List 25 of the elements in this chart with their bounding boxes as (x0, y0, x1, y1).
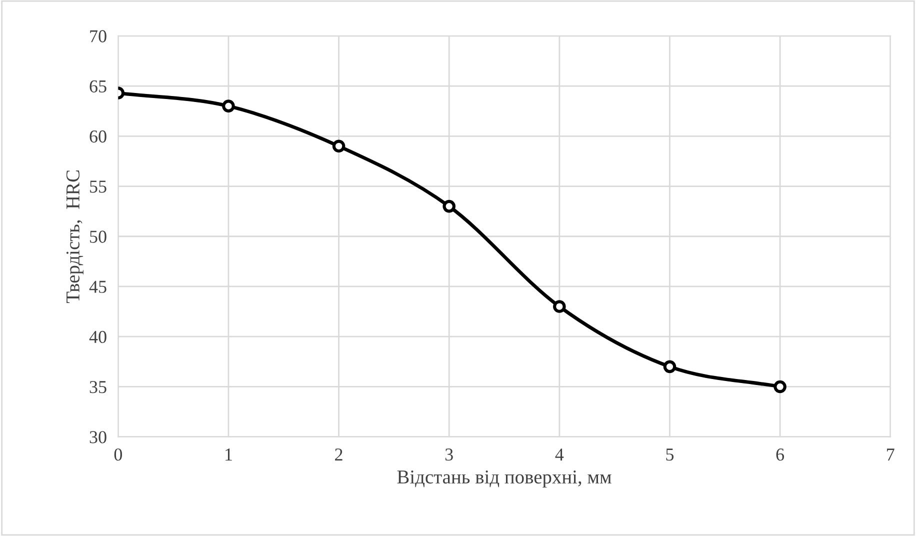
y-tick-label: 35 (90, 381, 106, 394)
x-tick-label: 7 (887, 448, 894, 460)
x-tick-label: 2 (335, 448, 342, 460)
y-tick-label: 70 (90, 30, 106, 42)
y-tick-label: 65 (90, 80, 106, 92)
x-tick-label: 0 (114, 448, 122, 461)
y-tick-label: 40 (89, 330, 106, 344)
y-tick-label: 55 (90, 180, 106, 193)
y-tick-label: 50 (90, 230, 106, 243)
y-tick-label: 60 (90, 130, 106, 143)
point (222, 100, 235, 112)
point (553, 300, 566, 313)
x-tick-label: 6 (776, 448, 784, 461)
x-axis-title: Відстань від поверхні, мм (397, 470, 612, 488)
y-tick-label: 45 (89, 280, 106, 293)
point (442, 200, 456, 213)
y-tick-label: 30 (90, 431, 106, 444)
x-tick-label: 3 (445, 448, 453, 461)
point (774, 380, 786, 394)
x-tick-label: 4 (555, 448, 564, 460)
y-axis-title: Твердість, HRC (66, 170, 84, 303)
point (663, 360, 676, 374)
x-tick-label: 5 (666, 448, 674, 461)
point (332, 140, 346, 153)
x-tick-label: 1 (226, 448, 232, 460)
